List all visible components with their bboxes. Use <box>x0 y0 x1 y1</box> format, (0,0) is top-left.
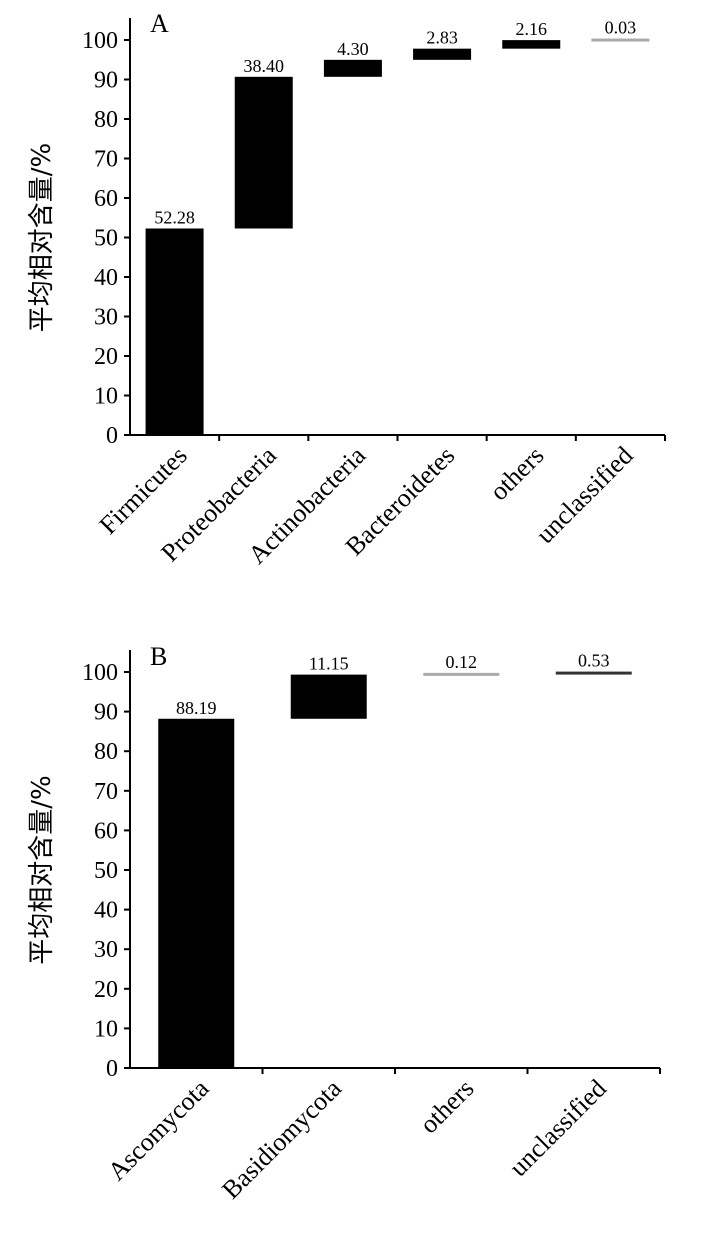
bar <box>423 672 500 676</box>
y-tick-label: 70 <box>94 147 118 173</box>
data-label: 88.19 <box>176 698 217 718</box>
x-tick-label: Ascomycota <box>102 1073 215 1186</box>
y-axis-label: 平均相对含量/% <box>27 143 57 332</box>
y-tick-label: 100 <box>82 28 118 54</box>
y-tick-label: 80 <box>94 739 118 765</box>
data-label: 0.12 <box>446 652 478 672</box>
y-tick-label: 50 <box>94 858 118 884</box>
y-tick-label: 0 <box>106 1056 118 1082</box>
y-tick-label: 30 <box>94 937 118 963</box>
data-label: 38.40 <box>244 56 285 76</box>
bar <box>555 671 632 675</box>
y-axis-label: 平均相对含量/% <box>27 775 57 964</box>
y-tick-label: 100 <box>82 660 118 686</box>
data-label: 4.30 <box>337 39 369 59</box>
data-label: 52.28 <box>154 207 195 227</box>
y-tick-label: 40 <box>94 265 118 291</box>
y-tick-label: 50 <box>94 226 118 252</box>
y-tick-label: 20 <box>94 344 118 370</box>
bar <box>234 76 293 229</box>
y-tick-label: 90 <box>94 68 118 94</box>
x-tick-label: unclassified <box>530 441 638 549</box>
y-tick-label: 90 <box>94 700 118 726</box>
y-tick-label: 70 <box>94 779 118 805</box>
bar <box>413 48 472 60</box>
bar <box>502 40 561 49</box>
bar <box>145 228 204 435</box>
data-label: 2.16 <box>516 19 548 39</box>
y-tick-label: 30 <box>94 305 118 331</box>
y-tick-label: 40 <box>94 898 118 924</box>
data-label: 11.15 <box>309 654 349 674</box>
y-tick-label: 10 <box>94 1016 118 1042</box>
x-tick-label: others <box>484 441 549 506</box>
x-tick-label: others <box>414 1074 479 1139</box>
panel-label: A <box>150 9 169 38</box>
y-tick-label: 20 <box>94 977 118 1003</box>
data-label: 2.83 <box>426 28 458 48</box>
y-tick-label: 0 <box>106 423 118 449</box>
y-tick-label: 10 <box>94 384 118 410</box>
bar <box>323 59 382 77</box>
data-label: 0.03 <box>605 18 637 38</box>
y-tick-label: 80 <box>94 107 118 133</box>
y-tick-label: 60 <box>94 186 118 212</box>
bar <box>290 674 367 719</box>
y-tick-label: 60 <box>94 818 118 844</box>
x-tick-label: unclassified <box>504 1074 612 1182</box>
bar <box>591 38 650 42</box>
data-label: 0.53 <box>578 651 610 671</box>
x-tick-label: Basidiomycota <box>216 1073 347 1204</box>
bar <box>158 718 235 1068</box>
panel-label: B <box>150 642 167 671</box>
